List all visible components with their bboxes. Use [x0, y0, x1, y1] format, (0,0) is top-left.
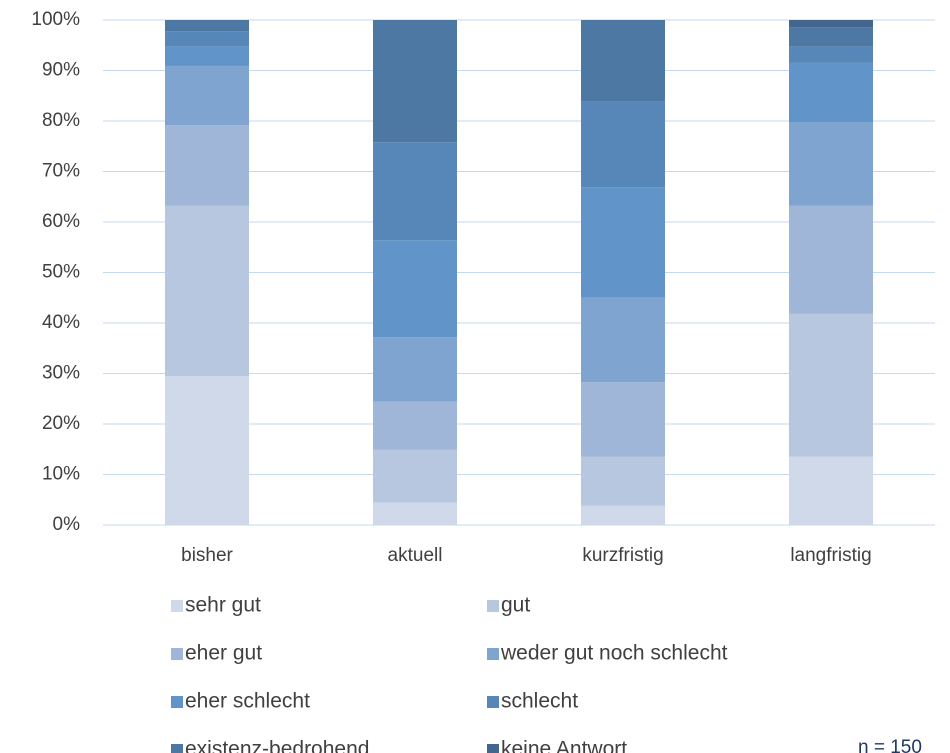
bar-segment	[581, 456, 665, 506]
bar-segment	[373, 20, 457, 143]
bar-segment	[789, 62, 873, 123]
y-tick-label: 50%	[42, 262, 80, 283]
y-tick-label: 30%	[42, 363, 80, 384]
bar-segment	[165, 205, 249, 377]
bar-segment	[165, 125, 249, 206]
legend-label: sehr gut	[185, 594, 261, 617]
legend-label: keine Antwort	[501, 738, 627, 753]
annotation: n = 150	[858, 737, 922, 753]
bar-segment	[581, 297, 665, 383]
bar-segment	[581, 20, 665, 102]
bar-segment	[373, 240, 457, 338]
bar-segment	[581, 382, 665, 457]
legend-swatch	[171, 696, 183, 708]
bar-segment	[581, 187, 665, 298]
y-tick-label: 90%	[42, 60, 80, 81]
x-tick-label: aktuell	[388, 545, 443, 566]
y-tick-label: 10%	[42, 464, 80, 485]
legend-label: gut	[501, 594, 530, 617]
legend-label: schlecht	[501, 690, 578, 713]
y-tick-label: 70%	[42, 161, 80, 182]
legend-label: eher schlecht	[185, 690, 310, 713]
x-tick-label: bisher	[181, 545, 233, 566]
bar-segment	[581, 101, 665, 188]
bar-segment	[789, 122, 873, 206]
y-tick-label: 40%	[42, 312, 80, 333]
y-tick-label: 60%	[42, 211, 80, 232]
legend-label: eher gut	[185, 642, 262, 665]
bar-segment	[165, 31, 249, 47]
bar-segment	[165, 46, 249, 66]
bar-segment	[165, 376, 249, 525]
bar-segment	[789, 205, 873, 314]
legend-swatch	[171, 600, 183, 612]
legend-swatch	[487, 696, 499, 708]
y-tick-label: 80%	[42, 110, 80, 131]
bar-segment	[789, 313, 873, 457]
legend-swatch	[171, 744, 183, 753]
y-tick-label: 0%	[53, 514, 81, 535]
legend-label: weder gut noch schlecht	[500, 642, 728, 665]
bar-segment	[789, 20, 873, 28]
legend-label: existenz-bedrohend	[185, 738, 369, 753]
bar-segment	[373, 337, 457, 402]
legend-swatch	[487, 648, 499, 660]
bar-segment	[581, 505, 665, 525]
bar-segment	[373, 449, 457, 503]
x-tick-label: langfristig	[790, 545, 871, 566]
legend-swatch	[487, 600, 499, 612]
bar-segment	[789, 456, 873, 525]
bar-segment	[165, 20, 249, 32]
bar-segment	[373, 401, 457, 450]
bar-segment	[373, 142, 457, 241]
bar-segment	[165, 65, 249, 126]
x-tick-label: kurzfristig	[582, 545, 663, 566]
y-tick-label: 20%	[42, 413, 80, 434]
bar-segment	[789, 46, 873, 63]
y-tick-label: 100%	[31, 9, 80, 30]
bar-segment	[373, 502, 457, 525]
legend-swatch	[487, 744, 499, 753]
bar-segment	[789, 27, 873, 47]
legend-swatch	[171, 648, 183, 660]
